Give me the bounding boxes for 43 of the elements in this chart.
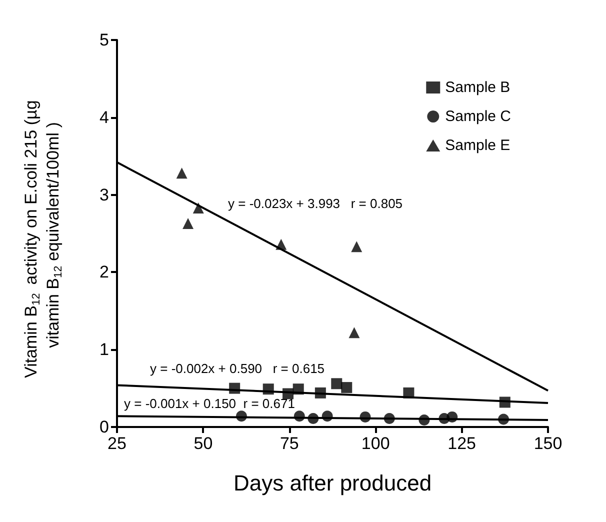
legend-label: Sample B — [445, 79, 510, 96]
annotation: y = -0.002x + 0.590 r = 0.615 — [150, 361, 325, 376]
point — [341, 382, 352, 394]
point — [176, 168, 188, 179]
point — [262, 384, 274, 395]
point — [282, 388, 294, 400]
y-tick-label: 0 — [100, 418, 109, 436]
point — [403, 387, 414, 398]
x-axis-title: Days after produced — [233, 470, 432, 496]
point — [236, 410, 247, 422]
point — [498, 414, 510, 425]
point — [182, 218, 194, 229]
point — [348, 327, 360, 338]
legend-label: Sample C — [445, 108, 512, 125]
legend-label: Sample E — [445, 137, 510, 154]
point — [294, 410, 305, 422]
point — [384, 412, 395, 424]
point — [192, 202, 204, 214]
point — [292, 384, 304, 395]
point — [229, 382, 240, 394]
x-tick-label: 100 — [361, 434, 390, 453]
x-tick-label: 75 — [280, 434, 299, 453]
point — [314, 387, 326, 398]
point — [331, 378, 342, 390]
point — [276, 238, 287, 250]
point — [418, 414, 430, 426]
annotation: y = -0.023x + 3.993 r = 0.805 — [228, 196, 403, 211]
point — [499, 396, 510, 408]
point — [360, 411, 371, 422]
x-tick-label: 25 — [108, 434, 126, 453]
y-tick-label: 4 — [100, 108, 109, 127]
x-tick-label: 150 — [534, 434, 562, 453]
point — [351, 241, 362, 252]
y-tick-label: 3 — [100, 185, 109, 204]
annotation: y = -0.001x + 0.150 r = 0.671 — [124, 396, 295, 411]
point — [446, 411, 458, 422]
y-tick-label: 2 — [100, 262, 109, 282]
x-tick-label: 125 — [448, 434, 476, 453]
y-tick-label: 5 — [100, 30, 109, 50]
y-tick-label: 1 — [100, 340, 109, 360]
point — [308, 412, 319, 424]
x-tick-label: 50 — [194, 434, 213, 453]
point — [322, 410, 333, 422]
